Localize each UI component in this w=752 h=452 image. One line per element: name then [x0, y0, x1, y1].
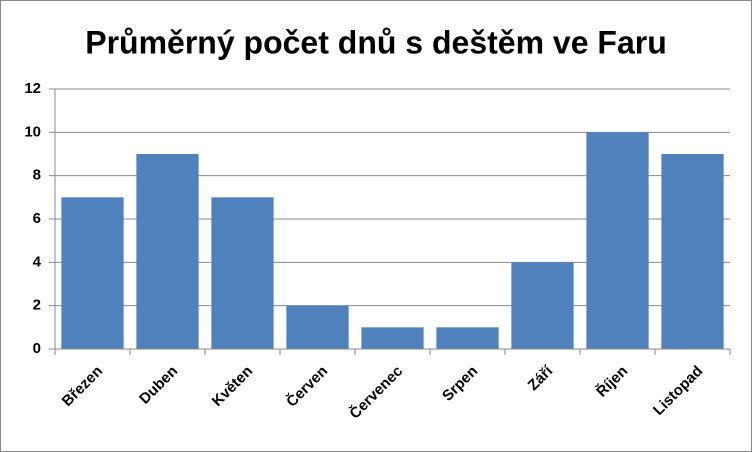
y-tick-label: 6 — [33, 210, 41, 227]
bar — [661, 154, 724, 349]
chart-title: Průměrný počet dnů s deštěm ve Faru — [85, 24, 667, 60]
y-tick-label: 2 — [33, 297, 41, 314]
bar — [211, 197, 274, 349]
y-tick-label: 4 — [33, 253, 42, 270]
y-tick-label: 0 — [33, 340, 41, 357]
bar — [361, 327, 424, 349]
y-tick-label: 10 — [24, 123, 41, 140]
y-tick-label: 8 — [33, 167, 41, 184]
bar — [436, 327, 499, 349]
bar — [511, 262, 574, 349]
bar — [61, 197, 124, 349]
y-tick-label: 12 — [24, 80, 41, 97]
bar — [286, 305, 349, 349]
bar — [136, 154, 199, 349]
bar — [586, 132, 649, 349]
